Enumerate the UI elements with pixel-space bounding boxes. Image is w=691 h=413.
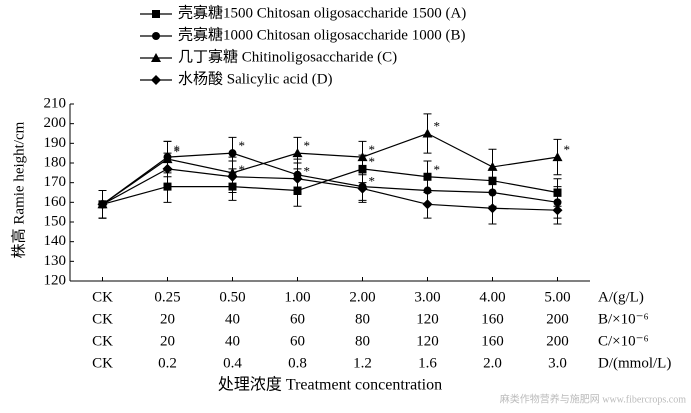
x-tick-label: 4.00 — [479, 289, 505, 305]
series-line — [102, 168, 558, 205]
significance: * — [434, 162, 441, 177]
marker — [357, 152, 368, 162]
x-axis-label: 处理浓度 Treatment concentration — [218, 376, 442, 394]
significance: * — [369, 142, 376, 157]
marker — [227, 171, 238, 182]
marker — [292, 148, 303, 158]
x-tick-label: 0.25 — [154, 289, 180, 305]
significance: * — [434, 118, 441, 133]
x-tick-label: 120 — [416, 311, 439, 327]
y-tick-label: 150 — [44, 213, 67, 229]
x-tick-label: 3.00 — [414, 289, 440, 305]
y-tick-label: 140 — [44, 233, 67, 249]
marker — [152, 32, 160, 40]
marker — [552, 152, 563, 162]
marker — [357, 183, 368, 194]
y-tick-label: 170 — [44, 174, 67, 190]
significance: * — [174, 142, 181, 157]
x-tick-label: 80 — [355, 333, 370, 349]
y-tick-label: 190 — [44, 135, 67, 151]
y-tick-label: 120 — [44, 272, 67, 288]
marker — [487, 161, 498, 171]
marker — [487, 203, 498, 214]
series-line — [102, 152, 558, 205]
marker — [422, 199, 433, 210]
x-tick-label: 60 — [290, 311, 305, 327]
legend-label: 水杨酸 Salicylic acid (D) — [178, 70, 333, 87]
watermark: 麻类作物营养与施肥网 www.fibercrops.com — [500, 392, 686, 405]
legend-label: 壳寡糖1000 Chitosan oligosaccharide 1000 (B… — [178, 25, 465, 43]
marker — [151, 53, 161, 62]
y-tick-label: 160 — [44, 194, 67, 210]
marker — [151, 75, 161, 85]
x-tick-label: 0.4 — [223, 355, 242, 371]
marker — [552, 205, 563, 216]
marker — [152, 10, 160, 18]
x-tick-label: CK — [92, 355, 113, 371]
significance: * — [174, 144, 181, 159]
x-tick-label: 200 — [546, 311, 569, 327]
x-tick-label: 0.50 — [219, 289, 245, 305]
legend-label: 几丁寡糖 Chitinoligosaccharide (C) — [178, 47, 397, 65]
x-tick-label: 2.00 — [349, 289, 375, 305]
x-tick-label: 5.00 — [544, 289, 570, 305]
marker — [292, 173, 303, 184]
y-tick-label: 130 — [44, 253, 67, 269]
row-unit: D/(mmol/L) — [598, 355, 671, 371]
x-tick-label: 1.6 — [418, 355, 437, 371]
marker — [228, 149, 237, 158]
x-tick-label: 120 — [416, 333, 439, 349]
y-tick-label: 180 — [44, 154, 67, 170]
marker — [97, 199, 108, 210]
row-unit: C/×10⁻⁶ — [598, 333, 649, 349]
x-tick-label: 40 — [225, 333, 240, 349]
significance: * — [239, 138, 246, 153]
x-tick-label: 1.2 — [353, 355, 372, 371]
marker — [422, 128, 433, 138]
significance: * — [239, 162, 246, 177]
significance: * — [369, 174, 376, 189]
row-unit: B/×10⁻⁶ — [598, 311, 649, 327]
x-tick-label: 20 — [160, 333, 175, 349]
y-tick-label: 200 — [44, 115, 67, 131]
x-tick-label: 80 — [355, 311, 370, 327]
significance: * — [304, 138, 311, 153]
x-tick-label: 3.0 — [548, 355, 567, 371]
x-tick-label: CK — [92, 333, 113, 349]
y-tick-label: 210 — [44, 95, 67, 111]
x-tick-label: 0.2 — [158, 355, 177, 371]
x-tick-label: 1.00 — [284, 289, 310, 305]
row-unit: A/(g/L) — [598, 289, 644, 305]
marker — [162, 163, 173, 174]
x-tick-label: 40 — [225, 311, 240, 327]
x-tick-label: 160 — [481, 333, 504, 349]
significance: * — [304, 164, 311, 179]
x-tick-label: 200 — [546, 333, 569, 349]
y-axis-label: 株高 Ramie height/cm — [10, 121, 27, 258]
x-tick-label: 60 — [290, 333, 305, 349]
x-tick-label: 0.8 — [288, 355, 307, 371]
x-tick-label: CK — [92, 289, 113, 305]
series-line — [102, 132, 558, 205]
significance: * — [564, 142, 571, 157]
legend-label: 壳寡糖1500 Chitosan oligosaccharide 1500 (A… — [178, 3, 466, 21]
x-tick-label: 20 — [160, 311, 175, 327]
x-tick-label: CK — [92, 311, 113, 327]
x-tick-label: 2.0 — [483, 355, 502, 371]
marker — [163, 182, 172, 191]
significance: * — [369, 154, 376, 169]
series-line — [102, 168, 558, 211]
x-tick-label: 160 — [481, 311, 504, 327]
